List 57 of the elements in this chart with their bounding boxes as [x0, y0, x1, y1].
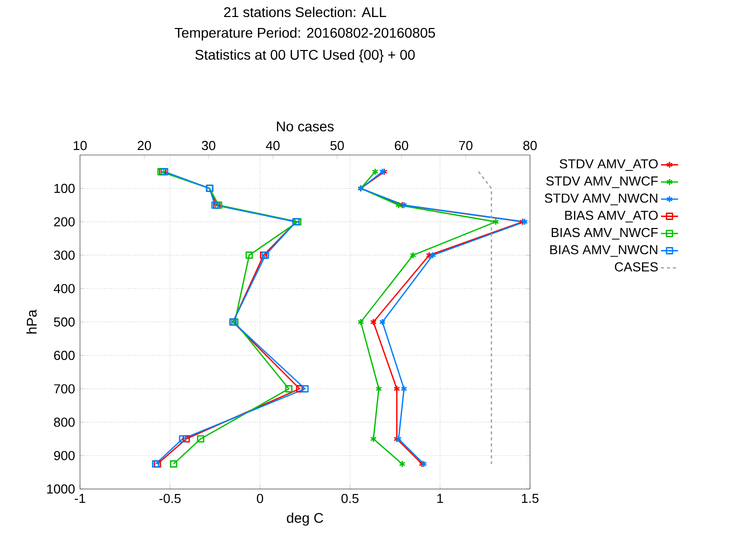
point [492, 218, 500, 226]
text: Statistics at 00 UTC Used {00} + 00 [195, 49, 415, 63]
legend-label: BIAS AMV_NWCF [552, 228, 658, 240]
point [182, 435, 190, 443]
x2-tick-label: 50 [330, 140, 344, 150]
chart-subtitle: Temperature Period: 20160802-20160805 [174, 27, 435, 41]
legend-label: STDV AMV_NWCN [544, 194, 658, 206]
y-tick-label: 100 [54, 184, 75, 194]
x2-tick-label: 30 [202, 140, 216, 150]
point [170, 460, 178, 468]
y-axis-title: hPa [26, 310, 37, 334]
point [301, 385, 309, 392]
x2-tick-label: 20 [138, 140, 152, 150]
point [246, 252, 253, 259]
point [395, 201, 402, 209]
point [430, 252, 436, 259]
x-tick-label: -1 [74, 494, 86, 503]
legend-label: STDV AMV_ATO [560, 159, 658, 171]
x-tick-label: 0 [256, 494, 264, 504]
point [379, 318, 386, 326]
point [426, 252, 432, 259]
point [410, 252, 416, 259]
x2-axis-title: No cases [276, 122, 334, 132]
x-tick-label: 1.5 [522, 494, 538, 503]
point [196, 435, 204, 443]
x2-tick-label: 70 [459, 140, 472, 150]
x2-tick-label: 40 [266, 140, 280, 150]
y-tick-label: 900 [54, 451, 75, 460]
y-tick-label: 700 [54, 384, 75, 394]
chart-title: 21 stations Selection: ALL [224, 6, 386, 18]
x-tick-label: -0.5 [159, 494, 181, 504]
point [400, 385, 408, 392]
y-tick-label: 800 [54, 418, 75, 427]
x2-tick-label: 60 [394, 140, 408, 150]
legend-label: STDV AMV_NWCF [546, 176, 658, 188]
y-tick-label: 1000 [47, 484, 75, 494]
legend-label: BIAS AMV_ATO [565, 210, 658, 222]
point [296, 385, 304, 392]
y-tick-label: 300 [54, 250, 75, 260]
x-tick-label: 0.5 [341, 494, 358, 504]
x-tick-label: 1 [437, 494, 443, 503]
point [370, 435, 377, 443]
x-axis-title: deg C [286, 512, 324, 526]
point [394, 385, 400, 392]
y-tick-label: 200 [54, 217, 75, 226]
y-tick-label: 400 [54, 284, 75, 294]
legend-label: CASES [614, 262, 658, 272]
y-tick-label: 600 [54, 350, 75, 360]
point [285, 385, 292, 392]
point [358, 318, 364, 326]
point [178, 435, 186, 443]
y-tick-label: 500 [54, 317, 75, 327]
x2-tick-label: 80 [523, 140, 537, 150]
point [370, 318, 377, 326]
legend-label: BIAS AMV_NWCN [550, 245, 658, 257]
point [376, 385, 382, 392]
x2-tick-label: 10 [74, 140, 87, 150]
